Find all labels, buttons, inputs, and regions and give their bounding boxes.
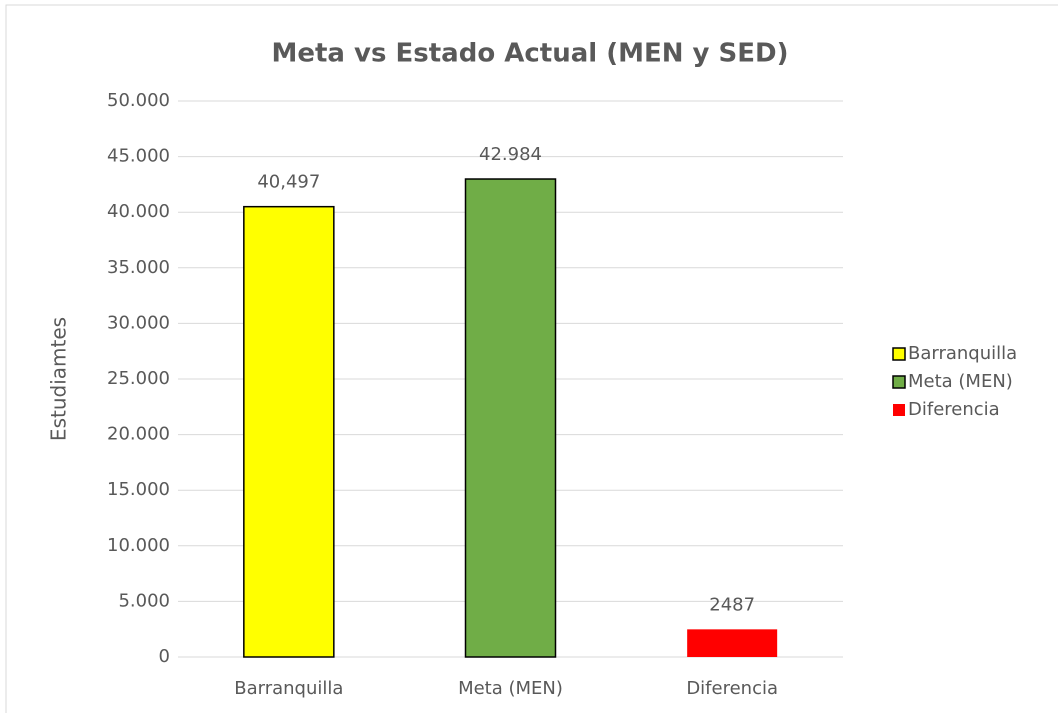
y-tick-label: 25.000 — [107, 368, 170, 389]
x-tick-label: Barranquilla — [234, 678, 343, 699]
value-label: 40,497 — [257, 172, 320, 193]
legend-swatch — [892, 347, 906, 361]
y-tick-label: 40.000 — [107, 201, 170, 222]
y-tick-label: 50.000 — [107, 90, 170, 111]
chart-title: Meta vs Estado Actual (MEN y SED) — [271, 39, 788, 69]
y-tick-label: 20.000 — [107, 424, 170, 445]
value-label: 42.984 — [479, 144, 542, 165]
bar — [687, 629, 778, 657]
legend-swatch — [893, 404, 905, 416]
y-axis-label: Estudiamtes — [47, 317, 71, 441]
y-tick-label: 15.000 — [107, 479, 170, 500]
y-tick-label: 35.000 — [107, 257, 170, 278]
bar — [464, 178, 557, 658]
y-tick-label: 45.000 — [107, 146, 170, 167]
y-tick-label: 10.000 — [107, 535, 170, 556]
bar — [243, 205, 335, 658]
legend-label: Meta (MEN) — [908, 371, 1013, 392]
y-tick-label: 5.000 — [118, 590, 170, 611]
legend-swatch — [892, 375, 906, 389]
value-label: 2487 — [709, 594, 755, 615]
x-tick-label: Diferencia — [686, 678, 778, 699]
x-tick-label: Meta (MEN) — [458, 678, 563, 699]
legend-label: Diferencia — [908, 399, 1000, 420]
legend-label: Barranquilla — [908, 343, 1017, 364]
y-tick-label: 0 — [159, 646, 170, 667]
y-tick-label: 30.000 — [107, 312, 170, 333]
